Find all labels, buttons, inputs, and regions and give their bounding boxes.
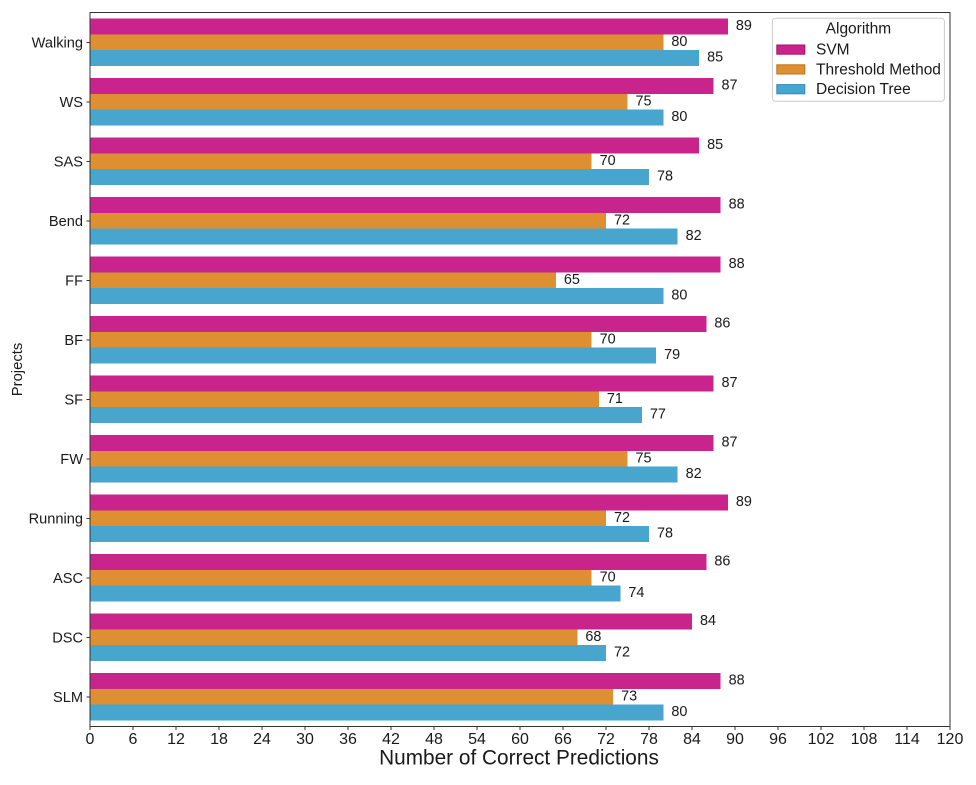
svg-text:84: 84 [683,731,701,748]
svg-text:80: 80 [671,34,687,50]
svg-text:Bend: Bend [49,214,83,230]
svg-text:89: 89 [736,18,752,34]
svg-text:85: 85 [707,50,723,66]
svg-text:88: 88 [729,672,745,688]
svg-text:71: 71 [607,391,623,407]
svg-text:75: 75 [636,450,652,466]
svg-text:87: 87 [722,77,738,93]
svg-text:48: 48 [425,731,443,748]
svg-text:78: 78 [657,169,673,185]
svg-text:Running: Running [29,511,83,527]
svg-text:72: 72 [597,731,615,748]
svg-text:78: 78 [657,526,673,542]
svg-text:SLM: SLM [53,690,83,706]
svg-text:24: 24 [253,731,271,748]
svg-text:96: 96 [769,731,787,748]
svg-text:74: 74 [628,585,644,601]
svg-text:60: 60 [511,731,529,748]
svg-text:72: 72 [614,645,630,661]
svg-text:86: 86 [714,553,730,569]
svg-text:42: 42 [382,731,400,748]
svg-text:FW: FW [60,452,83,468]
svg-text:12: 12 [167,731,185,748]
svg-text:90: 90 [726,731,744,748]
svg-text:FF: FF [65,273,83,289]
svg-text:Threshold Method: Threshold Method [816,61,941,78]
svg-text:Decision Tree: Decision Tree [816,81,911,98]
svg-text:BF: BF [64,333,83,349]
svg-text:65: 65 [564,272,580,288]
svg-text:68: 68 [585,629,601,645]
svg-text:DSC: DSC [52,630,83,646]
svg-text:82: 82 [686,466,702,482]
svg-text:85: 85 [707,137,723,153]
svg-text:80: 80 [671,704,687,720]
svg-text:72: 72 [614,510,630,526]
svg-text:SVM: SVM [816,42,850,59]
svg-text:30: 30 [296,731,314,748]
svg-text:87: 87 [722,434,738,450]
svg-text:88: 88 [729,256,745,272]
svg-text:70: 70 [600,153,616,169]
svg-text:6: 6 [129,731,138,748]
svg-text:80: 80 [671,109,687,125]
svg-text:70: 70 [600,331,616,347]
svg-text:82: 82 [686,228,702,244]
svg-text:89: 89 [736,494,752,510]
svg-text:86: 86 [714,315,730,331]
svg-text:0: 0 [86,731,95,748]
svg-text:36: 36 [339,731,357,748]
svg-text:ASC: ASC [53,571,83,587]
svg-text:18: 18 [210,731,228,748]
svg-text:70: 70 [600,569,616,585]
svg-text:54: 54 [468,731,486,748]
svg-text:Number of Correct Predictions: Number of Correct Predictions [379,746,659,769]
svg-text:SF: SF [64,392,83,408]
svg-text:120: 120 [937,731,964,748]
svg-text:77: 77 [650,407,666,423]
svg-text:Algorithm: Algorithm [826,21,891,38]
svg-text:108: 108 [851,731,878,748]
svg-text:102: 102 [808,731,835,748]
svg-text:WS: WS [59,95,83,111]
svg-text:Walking: Walking [32,35,83,51]
svg-text:Projects: Projects [10,343,26,396]
svg-text:SAS: SAS [54,154,83,170]
svg-text:114: 114 [894,731,920,748]
svg-text:66: 66 [554,731,572,748]
svg-text:88: 88 [729,196,745,212]
svg-text:79: 79 [664,347,680,363]
svg-text:84: 84 [700,613,716,629]
svg-text:78: 78 [640,731,658,748]
svg-text:75: 75 [636,93,652,109]
svg-text:80: 80 [671,288,687,304]
svg-text:73: 73 [621,688,637,704]
svg-text:87: 87 [722,375,738,391]
svg-text:72: 72 [614,212,630,228]
